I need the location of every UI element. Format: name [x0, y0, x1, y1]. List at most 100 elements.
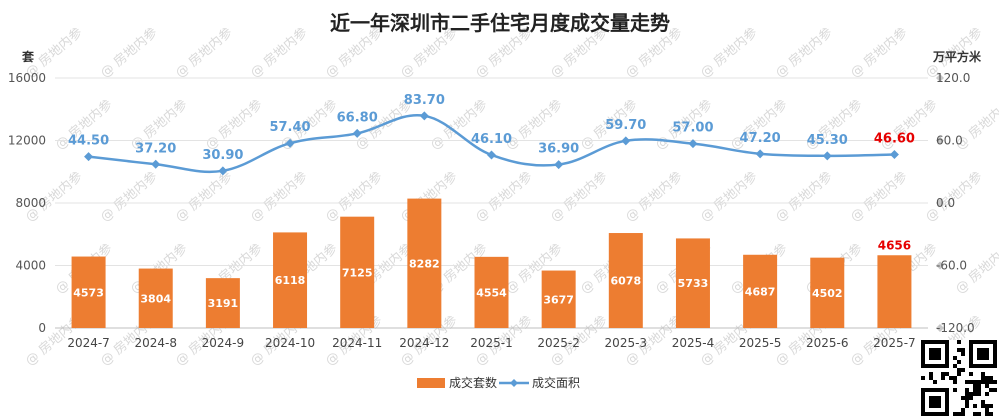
qr-module [965, 404, 969, 408]
right-tick-label: -120.0 [936, 321, 975, 335]
qr-finder [929, 348, 941, 360]
watermark-text: @ 房地内参 [622, 168, 685, 225]
qr-module [957, 348, 961, 352]
qr-module [969, 380, 973, 384]
qr-module [941, 372, 945, 376]
line-value-label: 45.30 [807, 133, 848, 148]
qr-module [933, 380, 937, 384]
qr-module [989, 404, 993, 408]
x-tick-label: 2025-1 [470, 336, 513, 350]
qr-module [973, 392, 977, 396]
qr-module [985, 384, 989, 388]
qr-module [965, 388, 969, 392]
qr-module [981, 400, 985, 404]
qr-module [965, 380, 969, 384]
qr-module [957, 412, 961, 416]
watermark-text: @ 房地内参 [772, 168, 835, 225]
right-tick-marker [936, 74, 944, 82]
right-tick-marker [936, 199, 944, 207]
x-tick-label: 2024-10 [265, 336, 315, 350]
right-tick-label: 60.0 [936, 134, 963, 148]
qr-module [965, 396, 969, 400]
x-tick-label: 2025-2 [537, 336, 580, 350]
qr-module [961, 352, 965, 356]
qr-module [957, 360, 961, 364]
qr-finder [929, 396, 941, 408]
qr-module [973, 412, 977, 416]
x-tick-label: 2024-7 [67, 336, 110, 350]
watermark-text: @ 房地内参 [172, 24, 235, 81]
bar [675, 238, 710, 328]
bar-value-label: 3191 [208, 297, 239, 310]
qr-module [921, 376, 925, 380]
line-value-label: 57.40 [269, 120, 310, 135]
watermark-text: @ 房地内参 [472, 168, 535, 225]
right-tick-label: 0.0 [936, 196, 955, 210]
qr-module [993, 388, 997, 392]
qr-module [953, 380, 957, 384]
legend-bar-label: 成交套数 [449, 375, 497, 390]
watermark-text: @ 房地内参 [202, 96, 265, 153]
qr-module [977, 380, 981, 384]
bar-value-label: 3677 [543, 293, 574, 306]
right-axis-unit: 万平方米 [932, 49, 982, 64]
qr-module [977, 384, 981, 388]
qr-module [941, 376, 945, 380]
qr-module [973, 384, 977, 388]
line-value-label: 36.90 [538, 142, 579, 157]
qr-module [973, 388, 977, 392]
x-tick-label: 2024-8 [134, 336, 177, 350]
watermark-text: @ 房地内参 [247, 24, 310, 81]
qr-finder [977, 348, 989, 360]
bar [810, 257, 845, 328]
watermark-text: @ 房地内参 [697, 24, 760, 81]
line-value-label: 30.90 [202, 148, 243, 163]
line-point [889, 149, 899, 159]
right-tick-marker [936, 136, 944, 145]
qr-module [961, 368, 965, 372]
right-tick-marker [936, 324, 944, 332]
left-tick-label: 12000 [8, 134, 46, 148]
watermark-text: @ 房地内参 [322, 168, 385, 225]
qr-module [965, 392, 969, 396]
qr-module [929, 376, 933, 380]
qr-module [985, 392, 989, 396]
qr-module [953, 356, 957, 360]
qr-module [969, 392, 973, 396]
qr-module [981, 376, 985, 380]
bar-value-label: 4687 [745, 285, 776, 298]
bar-value-label: 8282 [409, 257, 440, 270]
bar [541, 270, 576, 328]
bar [474, 256, 509, 328]
x-tick-label: 2024-9 [202, 336, 245, 350]
line-point [84, 152, 94, 162]
watermark-text: @ 房地内参 [772, 24, 835, 81]
bar [407, 198, 442, 328]
line-value-label: 46.10 [471, 132, 512, 147]
bar-value-label: 4573 [73, 286, 104, 299]
bar-series: 4573 3804 3191 6118 7125 8282 4554 3677 6078 5733… [71, 198, 912, 328]
line-point [218, 166, 228, 176]
qr-module [965, 400, 969, 404]
qr-module [953, 376, 957, 380]
bar-value-label: 4554 [476, 286, 507, 299]
line-value-label: 59.70 [605, 118, 646, 133]
watermark-text: @ 房地内参 [97, 24, 160, 81]
qr-module [929, 372, 933, 376]
right-tick-label: -60.0 [936, 259, 967, 273]
line-point [151, 159, 161, 169]
legend-line-label: 成交面积 [532, 375, 580, 390]
qr-module [981, 380, 985, 384]
right-axis-ticks: -120.0 -60.0 0.0 60.0 120.0 [936, 71, 975, 335]
qr-code-icon [921, 340, 997, 416]
qr-module [985, 376, 989, 380]
qr-module [977, 388, 981, 392]
bar-value-label: 5733 [678, 277, 709, 290]
line-value-label: 46.60 [874, 131, 915, 146]
qr-module [961, 396, 965, 400]
qr-module [961, 408, 965, 412]
watermark-text: @ 房地内参 [247, 168, 310, 225]
watermark-text: @ 房地内参 [847, 24, 910, 81]
line-value-label: 66.80 [337, 110, 378, 125]
left-axis-ticks: 0 4000 8000 12000 16000 [8, 71, 46, 335]
